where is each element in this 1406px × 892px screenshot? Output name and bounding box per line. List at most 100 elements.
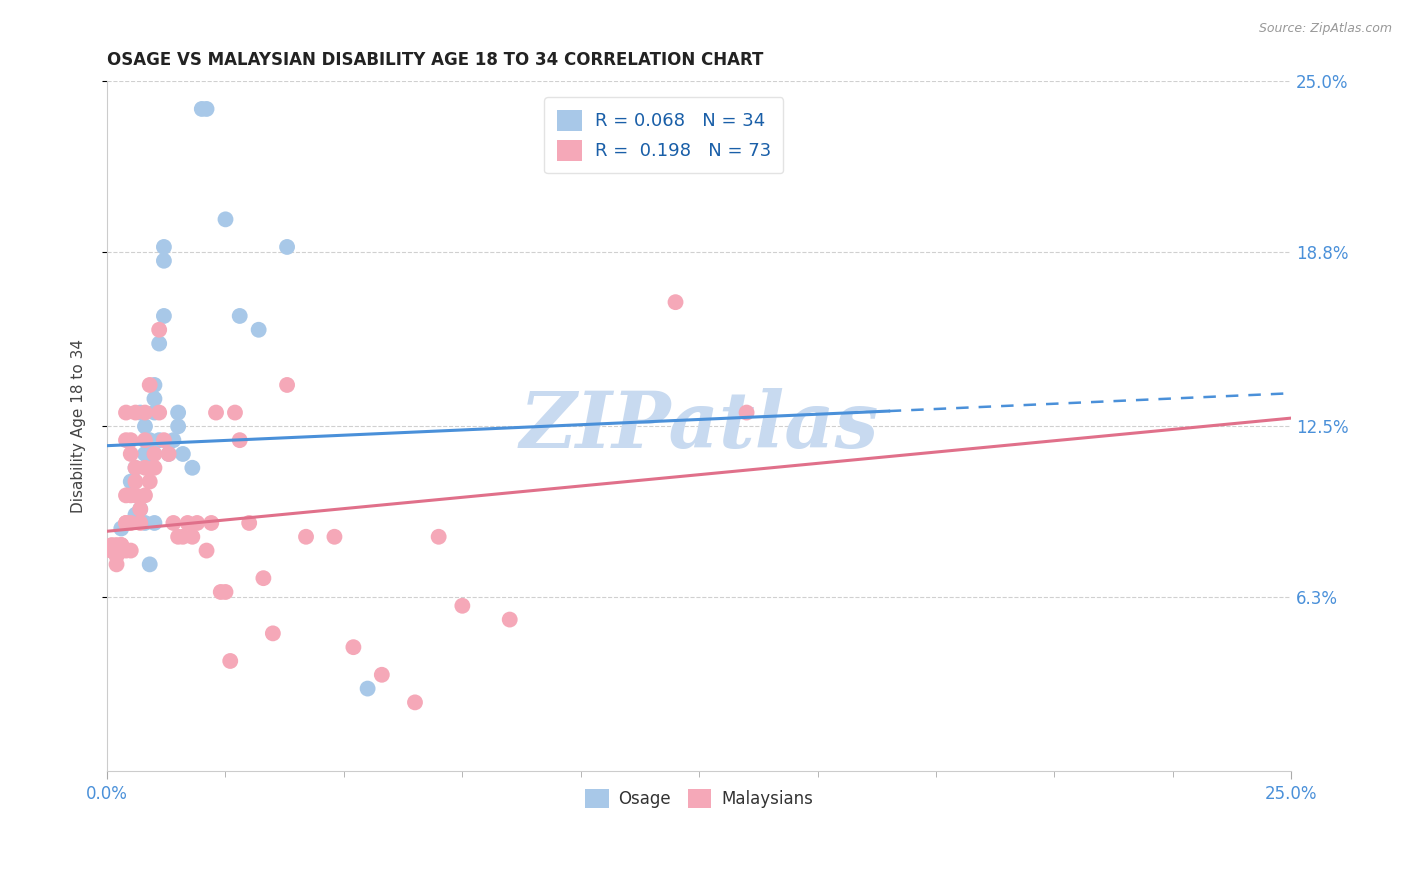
Point xyxy=(105,543,128,558)
Point xyxy=(124,475,146,489)
Point xyxy=(138,475,160,489)
Point xyxy=(176,516,198,530)
Point xyxy=(371,667,394,681)
Point xyxy=(115,543,138,558)
Point xyxy=(157,447,180,461)
Point xyxy=(148,406,170,420)
Point xyxy=(252,571,274,585)
Point xyxy=(181,530,204,544)
Point xyxy=(110,543,132,558)
Point xyxy=(224,406,246,420)
Point xyxy=(153,433,176,447)
Point xyxy=(101,543,124,558)
Point xyxy=(115,406,138,420)
Point xyxy=(167,530,190,544)
Point xyxy=(404,695,426,709)
Point xyxy=(262,626,284,640)
Point xyxy=(219,654,242,668)
Point xyxy=(148,433,170,447)
Point xyxy=(172,447,194,461)
Point xyxy=(153,253,176,268)
Point xyxy=(129,406,152,420)
Point xyxy=(356,681,378,696)
Point xyxy=(735,406,758,420)
Point xyxy=(186,516,208,530)
Point xyxy=(134,433,156,447)
Point xyxy=(195,543,218,558)
Point xyxy=(162,516,184,530)
Point xyxy=(120,516,142,530)
Point xyxy=(110,521,132,535)
Point xyxy=(124,488,146,502)
Point xyxy=(124,460,146,475)
Y-axis label: Disability Age 18 to 34: Disability Age 18 to 34 xyxy=(72,339,86,514)
Point xyxy=(124,460,146,475)
Point xyxy=(181,460,204,475)
Point xyxy=(153,240,176,254)
Point xyxy=(129,516,152,530)
Point xyxy=(101,543,124,558)
Point xyxy=(110,538,132,552)
Point xyxy=(110,538,132,552)
Point xyxy=(323,530,346,544)
Legend: Osage, Malaysians: Osage, Malaysians xyxy=(579,782,820,814)
Point xyxy=(110,543,132,558)
Point xyxy=(138,433,160,447)
Point xyxy=(105,558,128,572)
Point xyxy=(172,530,194,544)
Point xyxy=(191,102,214,116)
Point xyxy=(134,419,156,434)
Point xyxy=(148,323,170,337)
Point xyxy=(134,460,156,475)
Point xyxy=(115,433,138,447)
Point xyxy=(342,640,364,655)
Point xyxy=(134,516,156,530)
Point xyxy=(110,543,132,558)
Point xyxy=(110,543,132,558)
Point xyxy=(209,585,232,599)
Point xyxy=(499,613,522,627)
Point xyxy=(138,447,160,461)
Point xyxy=(664,295,686,310)
Point xyxy=(148,336,170,351)
Point xyxy=(101,543,124,558)
Point xyxy=(214,585,236,599)
Point xyxy=(115,516,138,530)
Point xyxy=(129,502,152,516)
Point xyxy=(143,460,166,475)
Point xyxy=(295,530,318,544)
Point xyxy=(115,516,138,530)
Point xyxy=(120,543,142,558)
Point xyxy=(105,543,128,558)
Point xyxy=(138,558,160,572)
Point xyxy=(276,378,298,392)
Point xyxy=(228,309,250,323)
Point xyxy=(143,392,166,406)
Point xyxy=(157,447,180,461)
Point xyxy=(101,538,124,552)
Point xyxy=(120,475,142,489)
Text: OSAGE VS MALAYSIAN DISABILITY AGE 18 TO 34 CORRELATION CHART: OSAGE VS MALAYSIAN DISABILITY AGE 18 TO … xyxy=(107,51,763,69)
Point xyxy=(167,406,190,420)
Point xyxy=(200,516,222,530)
Point xyxy=(138,378,160,392)
Point xyxy=(120,447,142,461)
Point xyxy=(134,488,156,502)
Point xyxy=(228,433,250,447)
Text: ZIPatlas: ZIPatlas xyxy=(519,388,879,465)
Point xyxy=(105,538,128,552)
Point xyxy=(134,447,156,461)
Point xyxy=(214,212,236,227)
Point xyxy=(427,530,450,544)
Point xyxy=(276,240,298,254)
Point xyxy=(143,516,166,530)
Point xyxy=(205,406,228,420)
Point xyxy=(143,406,166,420)
Point xyxy=(167,419,190,434)
Text: Source: ZipAtlas.com: Source: ZipAtlas.com xyxy=(1258,22,1392,36)
Point xyxy=(105,549,128,563)
Point xyxy=(143,378,166,392)
Point xyxy=(120,488,142,502)
Point xyxy=(195,102,218,116)
Point xyxy=(451,599,474,613)
